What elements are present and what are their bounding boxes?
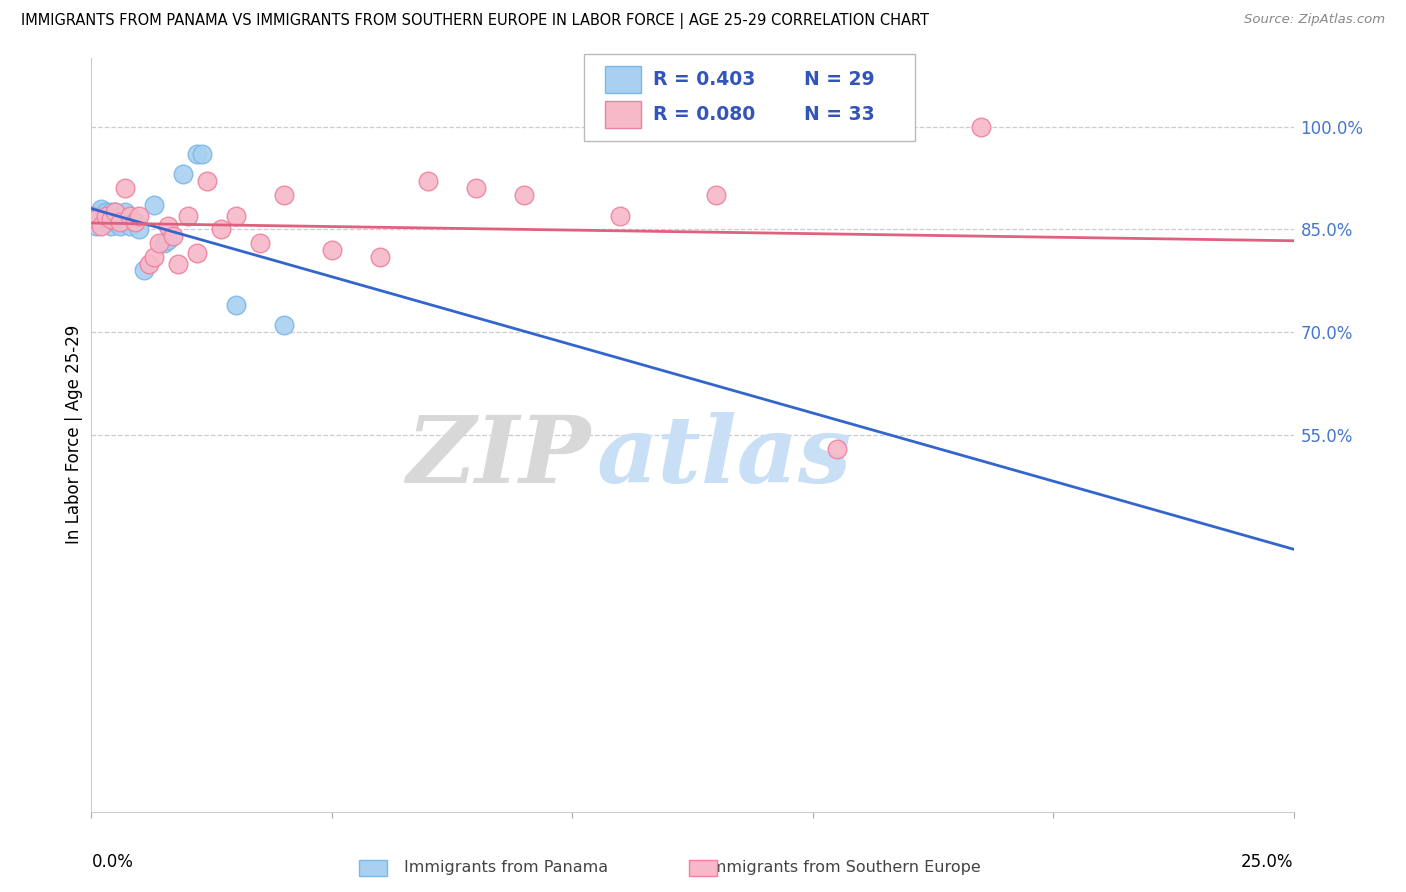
Point (186, 147, 208, 161)
Text: R = 0.403: R = 0.403 (652, 70, 755, 89)
Point (825, 442, 848, 456)
Point (100, 219, 122, 233)
Point (186, 246, 208, 260)
Point (94, 205, 117, 219)
Point (84, 219, 107, 233)
Point (225, 298, 247, 312)
Point (110, 212, 132, 227)
Point (128, 209, 150, 223)
Text: 25.0%: 25.0% (1241, 853, 1294, 871)
Point (104, 209, 127, 223)
Point (249, 235, 271, 250)
Point (609, 209, 631, 223)
Point (94, 215, 117, 229)
Point (321, 243, 343, 257)
Point (94, 210, 117, 224)
Point (162, 229, 184, 244)
Point (152, 235, 174, 250)
Point (172, 168, 194, 182)
Point (513, 188, 536, 202)
Point (104, 205, 127, 219)
Text: ZIP: ZIP (406, 412, 591, 502)
Point (465, 181, 488, 195)
Point (80, 209, 103, 223)
Point (273, 188, 295, 202)
Point (148, 235, 170, 250)
Point (138, 256, 160, 270)
Bar (605, 101, 641, 128)
Text: Immigrants from Southern Europe: Immigrants from Southern Europe (706, 860, 981, 874)
Point (104, 215, 127, 229)
Text: IMMIGRANTS FROM PANAMA VS IMMIGRANTS FROM SOUTHERN EUROPE IN LABOR FORCE | AGE 2: IMMIGRANTS FROM PANAMA VS IMMIGRANTS FRO… (21, 13, 929, 29)
Point (84, 212, 107, 227)
Point (94, 209, 117, 223)
Point (128, 222, 150, 236)
Point (80, 209, 103, 223)
Point (118, 219, 141, 233)
Point (100, 212, 122, 227)
Point (110, 209, 132, 223)
Text: Immigrants from Panama: Immigrants from Panama (404, 860, 609, 874)
Point (191, 147, 214, 161)
Point (195, 174, 218, 188)
Point (970, 120, 993, 134)
Point (90, 202, 112, 216)
Point (90, 219, 112, 233)
Point (142, 198, 165, 212)
Point (114, 181, 136, 195)
Point (110, 219, 132, 233)
Point (368, 250, 391, 264)
Point (110, 215, 132, 229)
Bar (605, 66, 641, 94)
Text: N = 29: N = 29 (804, 70, 875, 89)
Point (416, 174, 439, 188)
Point (124, 215, 146, 229)
Point (142, 250, 165, 264)
Y-axis label: In Labor Force | Age 25-29: In Labor Force | Age 25-29 (65, 326, 83, 544)
Text: atlas: atlas (596, 412, 852, 502)
Text: R = 0.080: R = 0.080 (652, 105, 755, 124)
Point (124, 215, 146, 229)
Point (114, 209, 136, 223)
FancyBboxPatch shape (585, 54, 915, 141)
Point (100, 205, 122, 219)
Point (706, 188, 728, 202)
Point (225, 209, 247, 223)
Point (114, 205, 136, 219)
Text: Source: ZipAtlas.com: Source: ZipAtlas.com (1244, 13, 1385, 27)
Point (134, 263, 156, 277)
Point (157, 233, 180, 247)
Text: 0.0%: 0.0% (91, 853, 134, 871)
Point (157, 219, 180, 233)
Point (104, 205, 127, 219)
Point (209, 222, 232, 236)
Point (167, 256, 190, 270)
Point (118, 209, 141, 223)
Text: N = 33: N = 33 (804, 105, 875, 124)
Point (273, 318, 295, 333)
Point (90, 205, 112, 219)
Point (176, 209, 198, 223)
